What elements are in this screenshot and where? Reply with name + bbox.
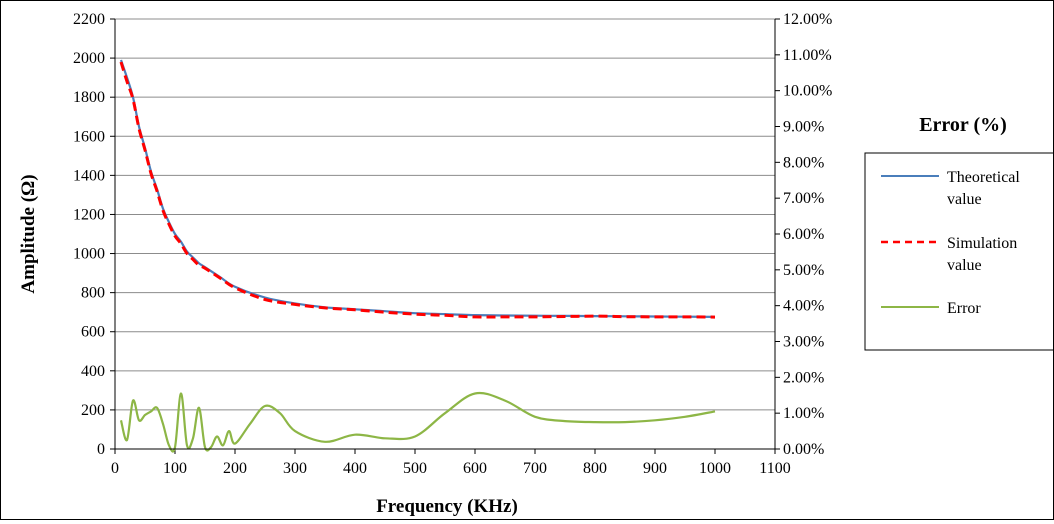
x-tick-label-10: 1000 bbox=[699, 460, 731, 477]
x-tick-label-3: 300 bbox=[283, 460, 307, 477]
y-axis-title: Amplitude (Ω) bbox=[18, 174, 39, 293]
x-tick-label-7: 700 bbox=[523, 460, 547, 477]
y-tick-label-7: 1400 bbox=[73, 167, 105, 184]
legend-label-theoretical-line2: value bbox=[947, 191, 982, 208]
y2-tick-label-7: 7.00% bbox=[783, 190, 824, 207]
y2-tick-label-6: 6.00% bbox=[783, 226, 824, 243]
x-tick-label-8: 800 bbox=[583, 460, 607, 477]
y-tick-label-6: 1200 bbox=[73, 206, 105, 223]
x-tick-label-2: 200 bbox=[223, 460, 247, 477]
y-tick-label-3: 600 bbox=[81, 324, 105, 341]
legend-label-error: Error bbox=[947, 300, 981, 317]
y2-tick-label-2: 2.00% bbox=[783, 369, 824, 386]
legend-entry-simulation: Simulation value bbox=[881, 235, 1017, 274]
y-tick-label-1: 200 bbox=[81, 402, 105, 419]
x-tick-label-4: 400 bbox=[343, 460, 367, 477]
y-tick-label-9: 1800 bbox=[73, 89, 105, 106]
y-tick-label-11: 2200 bbox=[73, 11, 105, 28]
y2-tick-label-11: 11.00% bbox=[783, 47, 832, 64]
y-tick-label-5: 1000 bbox=[73, 246, 105, 263]
plot-area bbox=[115, 19, 775, 449]
x-axis-title: Frequency (KHz) bbox=[376, 496, 518, 517]
grid-lines bbox=[115, 18, 775, 411]
y-tick-label-0: 0 bbox=[97, 441, 105, 458]
legend: Theoretical value Simulation value Error bbox=[864, 152, 1054, 351]
legend-box bbox=[864, 152, 1054, 351]
legend-label-simulation-line2: value bbox=[947, 257, 982, 274]
x-tick-label-1: 100 bbox=[163, 460, 187, 477]
y2-tick-label-8: 8.00% bbox=[783, 154, 824, 171]
legend-label-simulation-line1: Simulation bbox=[947, 235, 1017, 252]
y-tick-label-2: 400 bbox=[81, 363, 105, 380]
series-error-line bbox=[119, 391, 716, 453]
x-tick-label-9: 900 bbox=[643, 460, 667, 477]
x-tick-label-6: 600 bbox=[463, 460, 487, 477]
series-lines bbox=[119, 59, 716, 453]
y2-tick-label-5: 5.00% bbox=[783, 262, 824, 279]
y2-tick-label-9: 9.00% bbox=[783, 119, 824, 136]
tick-labels: 0200400600800100012001400160018002000220… bbox=[73, 11, 832, 477]
legend-entry-theoretical: Theoretical value bbox=[881, 169, 1020, 208]
y2-tick-label-12: 12.00% bbox=[783, 11, 832, 28]
y2-axis-title: Error (%) bbox=[919, 114, 1007, 136]
y2-tick-label-10: 10.00% bbox=[783, 83, 832, 100]
y2-tick-label-1: 1.00% bbox=[783, 405, 824, 422]
y-tick-label-8: 1600 bbox=[73, 128, 105, 145]
x-tick-label-11: 1100 bbox=[759, 460, 790, 477]
x-tick-label-5: 500 bbox=[403, 460, 427, 477]
legend-entry-error: Error bbox=[881, 300, 981, 317]
y-tick-label-4: 800 bbox=[81, 285, 105, 302]
legend-label-theoretical-line1: Theoretical bbox=[947, 169, 1020, 186]
y2-tick-label-3: 3.00% bbox=[783, 334, 824, 351]
x-tick-label-0: 0 bbox=[111, 460, 119, 477]
y-tick-label-10: 2000 bbox=[73, 50, 105, 67]
y2-tick-label-0: 0.00% bbox=[783, 441, 824, 458]
y2-tick-label-4: 4.00% bbox=[783, 298, 824, 315]
